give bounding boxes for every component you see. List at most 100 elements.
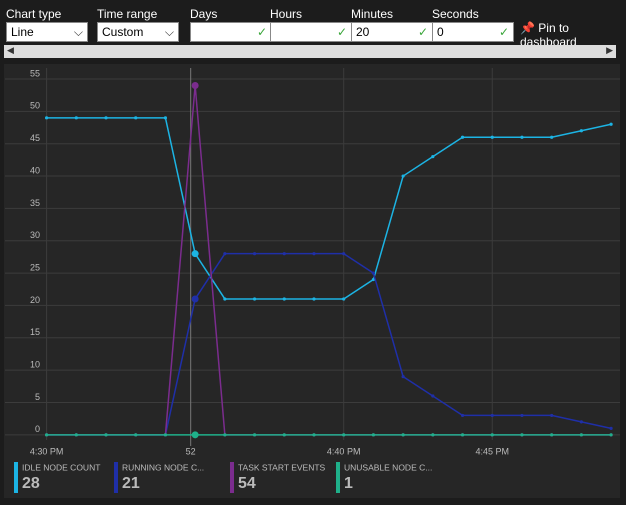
data-point bbox=[282, 297, 286, 301]
data-point bbox=[490, 433, 494, 437]
data-point bbox=[490, 135, 494, 139]
field: Seconds 0 ✓ bbox=[432, 7, 514, 42]
data-point bbox=[431, 394, 435, 398]
field-label: Time range bbox=[97, 7, 158, 21]
y-tick-label: 30 bbox=[30, 230, 40, 240]
data-point bbox=[550, 413, 554, 418]
data-point bbox=[609, 122, 613, 126]
check: ✓ bbox=[498, 25, 509, 39]
check: ✓ bbox=[336, 25, 347, 39]
data-point bbox=[371, 433, 376, 437]
y-tick-label: 15 bbox=[30, 327, 40, 337]
data-point bbox=[401, 374, 405, 379]
data-point bbox=[163, 116, 168, 120]
data-point bbox=[191, 250, 199, 258]
data-point bbox=[520, 135, 524, 139]
series-line bbox=[46, 117, 612, 300]
y-tick-label: 35 bbox=[30, 198, 40, 208]
data-point bbox=[579, 129, 583, 133]
data-point bbox=[460, 433, 465, 437]
data-point bbox=[312, 297, 316, 301]
y-tick-label: 55 bbox=[30, 68, 40, 78]
data-point bbox=[460, 413, 465, 418]
data-point bbox=[252, 297, 257, 301]
data-point bbox=[282, 252, 286, 256]
scroll-right[interactable]: ▶ bbox=[606, 45, 613, 55]
data-point bbox=[104, 433, 108, 437]
data-point bbox=[163, 433, 168, 437]
check: ✓ bbox=[417, 25, 428, 39]
cursor-label: 52 bbox=[186, 446, 196, 456]
dropdown[interactable]: Line ⌵ bbox=[6, 22, 88, 42]
data-point bbox=[609, 433, 613, 437]
data-point bbox=[74, 433, 78, 437]
check: ✓ bbox=[256, 25, 267, 39]
y-tick-label: 10 bbox=[30, 360, 40, 370]
x-tick-label: 4:45 PM bbox=[475, 446, 509, 456]
text-input[interactable]: 0 ✓ bbox=[432, 22, 514, 42]
data-point bbox=[550, 135, 554, 139]
y-tick-label: 5 bbox=[35, 392, 40, 402]
data-point bbox=[74, 116, 78, 120]
legend-name: UNUSABLE NODE C... bbox=[344, 462, 432, 472]
x-tick-label: 4:40 PM bbox=[327, 446, 361, 456]
scrollbar[interactable]: ◀ ▶ bbox=[4, 45, 616, 58]
chevron: ⌵ bbox=[73, 25, 83, 39]
data-point bbox=[282, 433, 286, 437]
data-point bbox=[191, 81, 199, 89]
data-point bbox=[312, 252, 316, 256]
y-tick-label: 40 bbox=[30, 165, 40, 175]
legend-name: IDLE NODE COUNT bbox=[22, 462, 100, 472]
data-point bbox=[520, 433, 524, 437]
x-tick-label: 4:30 PM bbox=[30, 446, 64, 456]
data-point bbox=[223, 252, 227, 256]
field-label: Days bbox=[190, 7, 218, 21]
legend-value: 1 bbox=[344, 475, 353, 492]
data-point bbox=[342, 252, 346, 256]
data-point bbox=[579, 433, 583, 437]
data-point bbox=[252, 252, 257, 256]
data-point bbox=[520, 413, 524, 418]
legend-swatch bbox=[14, 462, 18, 493]
y-tick-label: 25 bbox=[30, 262, 40, 272]
field: Chart type Line ⌵ bbox=[6, 7, 88, 42]
legend-value: 54 bbox=[238, 475, 256, 492]
field: Hours ✓ bbox=[270, 7, 352, 42]
data-point bbox=[191, 431, 199, 439]
legend-swatch bbox=[336, 462, 340, 493]
data-point bbox=[134, 433, 138, 437]
field-value: Line bbox=[11, 25, 34, 39]
data-point bbox=[431, 433, 435, 437]
data-point bbox=[460, 135, 465, 139]
data-point bbox=[342, 297, 346, 301]
field-label: Minutes bbox=[351, 7, 394, 21]
data-point bbox=[134, 116, 138, 120]
text-input[interactable]: ✓ bbox=[270, 22, 352, 42]
data-point bbox=[44, 116, 49, 120]
data-point bbox=[550, 433, 554, 437]
data-point bbox=[401, 174, 405, 178]
field-label: Chart type bbox=[6, 7, 62, 21]
data-point bbox=[342, 433, 346, 437]
y-tick-label: 45 bbox=[30, 133, 40, 143]
legend-swatch bbox=[114, 462, 118, 493]
data-point bbox=[579, 420, 583, 424]
data-point bbox=[312, 433, 316, 437]
chevron: ⌵ bbox=[164, 25, 174, 39]
chart-bg bbox=[4, 64, 620, 498]
data-point bbox=[104, 116, 108, 120]
legend-value: 21 bbox=[122, 475, 140, 492]
data-point bbox=[371, 271, 376, 275]
field-value: 0 bbox=[437, 25, 444, 39]
data-point bbox=[371, 277, 376, 282]
data-point bbox=[609, 426, 613, 430]
y-tick-label: 50 bbox=[30, 101, 40, 111]
data-point bbox=[223, 433, 227, 437]
y-tick-label: 0 bbox=[35, 424, 40, 434]
scroll-left[interactable]: ◀ bbox=[7, 45, 14, 55]
data-point bbox=[44, 433, 49, 437]
data-point bbox=[252, 433, 257, 437]
legend-name: RUNNING NODE C... bbox=[122, 462, 204, 472]
